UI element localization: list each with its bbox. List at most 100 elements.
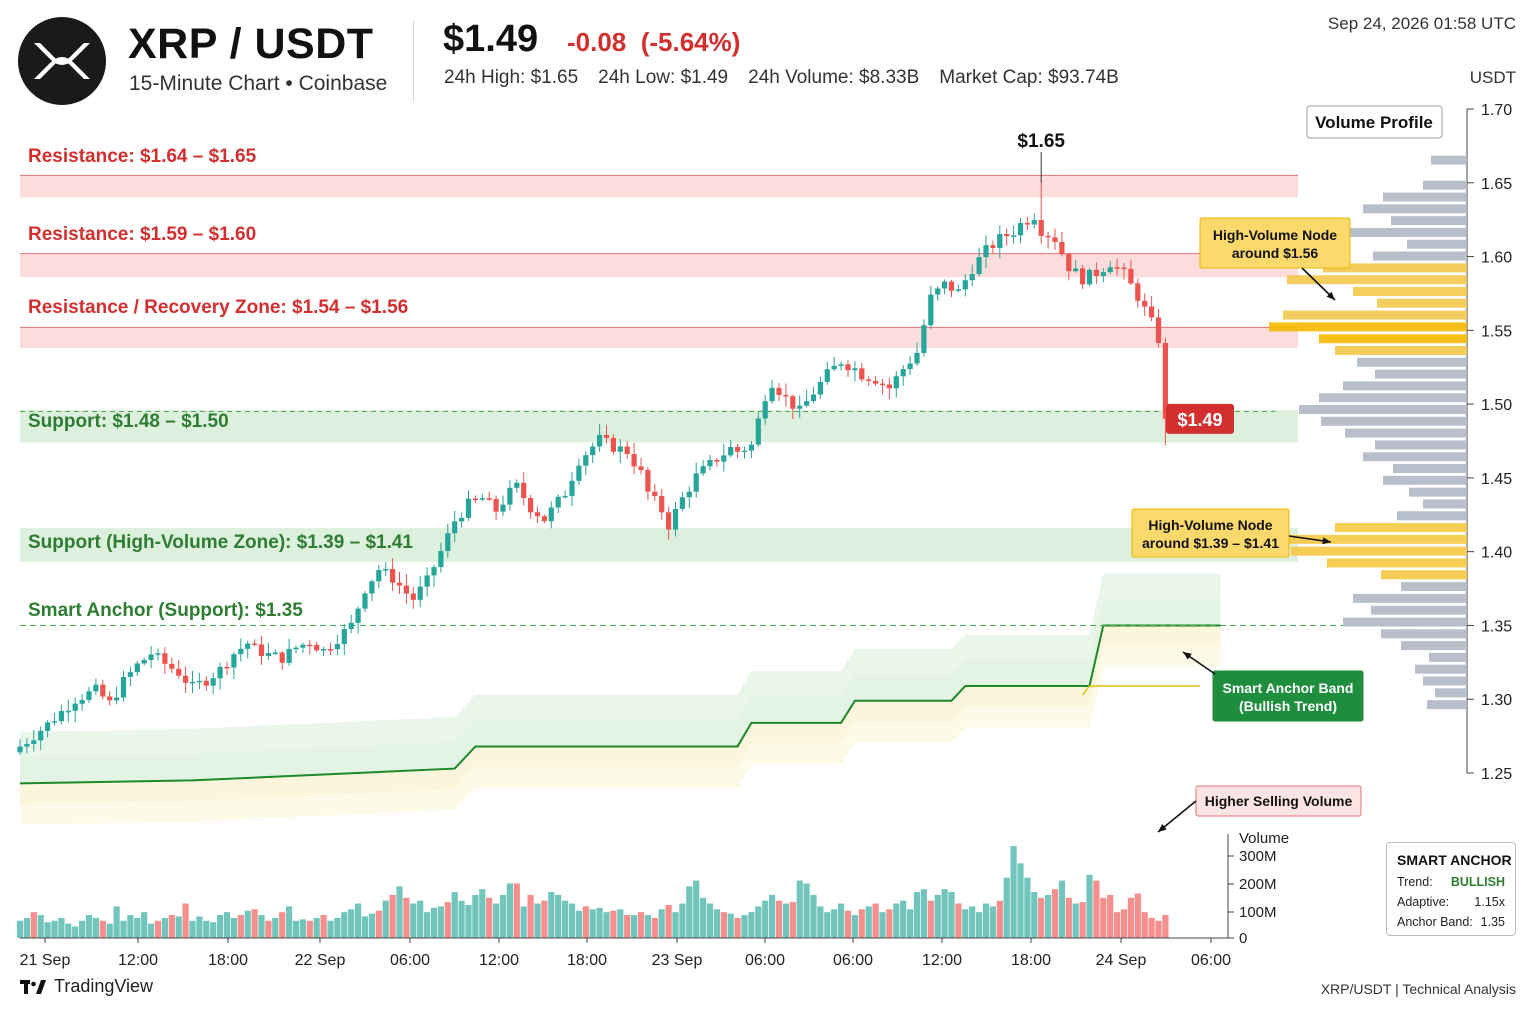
candle-body [79, 699, 85, 704]
volume-bar [279, 912, 286, 938]
candle-body [631, 453, 637, 467]
callout-hvn-156-line1: High-Volume Node [1213, 227, 1337, 243]
candle-body [1142, 300, 1148, 307]
volume-bar [651, 917, 658, 938]
volume-bar [748, 912, 755, 938]
candle-body [148, 654, 154, 660]
candle-body [86, 691, 92, 700]
candle-body [817, 381, 823, 395]
callout-anchor-band-line1: Smart Anchor Band [1223, 680, 1354, 696]
price-tick-label: 1.45 [1481, 471, 1512, 488]
change-percent: (-5.64%) [640, 27, 741, 57]
time-tick-label: 06:00 [1191, 952, 1231, 969]
candle-body [196, 680, 202, 683]
price-change: -0.08 (-5.64%) [567, 27, 740, 58]
candle-body [162, 653, 168, 664]
candle-body [472, 498, 478, 501]
volume-bar [210, 922, 217, 938]
volume-bar [23, 917, 30, 938]
candle-body [93, 684, 99, 692]
candle-body [1114, 267, 1120, 269]
volume-profile-bar [1397, 511, 1467, 521]
candle-body [176, 668, 182, 676]
volume-bar [996, 900, 1003, 938]
candle-body [603, 434, 610, 438]
volume-bar [223, 912, 231, 938]
price-tick-label: 1.25 [1481, 766, 1512, 783]
candle-body [617, 446, 623, 452]
candles-layer: $1.65 $1.49 [17, 131, 1234, 756]
candle-body [265, 653, 271, 657]
volume-profile-bar [1375, 440, 1467, 450]
peak-label: $1.65 [1017, 131, 1065, 152]
candle-body [424, 575, 430, 587]
volume-bar [658, 909, 665, 938]
callout-anchor-band-arrowhead [1183, 652, 1192, 660]
volume-bar [58, 917, 65, 938]
candle-body [804, 401, 810, 406]
volume-profile-bar [1383, 192, 1467, 202]
volume-profile-title-box [1306, 105, 1443, 139]
candle-body [1162, 343, 1168, 419]
candle-body [583, 455, 589, 466]
support-zone-band [20, 528, 1298, 562]
volume-bar [775, 900, 783, 938]
volume-bar [706, 903, 714, 938]
candle-body [238, 648, 244, 655]
last-price-tag [1166, 403, 1234, 434]
volume-bar [927, 900, 934, 938]
candle-body [990, 245, 996, 248]
volume-bar [1051, 889, 1059, 938]
volume-bar [617, 909, 624, 938]
resistance-zone-label: Resistance: $1.64 – $1.65 [28, 146, 257, 167]
candle-body [369, 581, 375, 594]
volume-bar [1031, 892, 1038, 938]
volume-bar [575, 910, 582, 938]
stat-volume: 24h Volume: $8.33B [748, 67, 920, 88]
candle-body [859, 368, 865, 380]
resistance-zone-label: Resistance: $1.59 – $1.60 [28, 224, 256, 245]
candle-body [810, 394, 817, 402]
candle-body [521, 482, 527, 499]
volume-bar [244, 910, 251, 938]
candle-body [707, 460, 713, 467]
volume-bar [92, 917, 99, 938]
volume-bar [292, 920, 300, 938]
volume-bar [320, 915, 327, 938]
volume-profile-bar [1321, 416, 1467, 426]
volume-bar [644, 915, 651, 938]
candle-body [1093, 269, 1099, 277]
volume-bar [196, 916, 203, 938]
volume-profile-bar [1393, 464, 1467, 474]
candle-body [452, 521, 458, 534]
smart-anchor-label: Smart Anchor (Support): $1.35 [28, 600, 303, 621]
candle-body [341, 629, 347, 645]
volume-bar [44, 922, 51, 938]
volume-bar [230, 917, 237, 938]
volume-bar [444, 902, 451, 938]
tradingview-brand[interactable]: TradingView [20, 976, 153, 997]
xrp-icon [34, 43, 90, 79]
candle-body [659, 496, 665, 513]
volume-bar [624, 915, 631, 938]
candle-body [390, 569, 396, 583]
candle-body [1155, 317, 1162, 344]
candle-body [1031, 220, 1037, 225]
volume-bar [361, 916, 369, 938]
candle-body [127, 672, 133, 677]
volume-bar [203, 920, 210, 938]
candle-body [686, 491, 692, 498]
volume-bar [1038, 897, 1045, 938]
volume-bar [817, 906, 824, 938]
candle-body [348, 622, 354, 630]
volume-bar [437, 906, 444, 938]
volume-bar [1120, 909, 1128, 938]
volume-profile-bar [1407, 239, 1467, 249]
candle-body [479, 498, 485, 500]
candle-body [824, 369, 830, 382]
price-tick-label: 1.30 [1481, 692, 1512, 709]
candle-body [321, 649, 327, 651]
change-value: -0.08 [567, 27, 627, 57]
volume-bar [286, 906, 293, 938]
